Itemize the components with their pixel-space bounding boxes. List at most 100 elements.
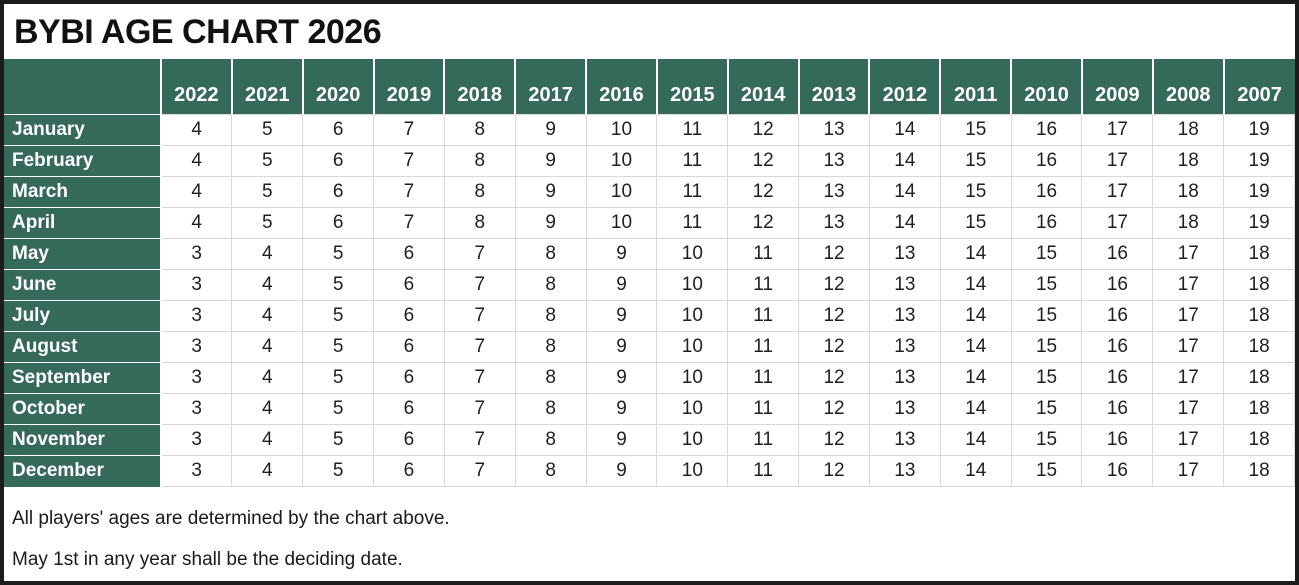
age-cell: 9: [585, 455, 658, 487]
age-cell: 9: [514, 176, 587, 208]
age-cell: 14: [939, 424, 1012, 456]
age-cell: 5: [302, 331, 375, 363]
age-cell: 12: [798, 300, 870, 332]
age-cell: 11: [656, 145, 729, 177]
age-cell: 19: [1223, 114, 1295, 146]
age-cell: 8: [443, 145, 516, 177]
age-cell: 8: [514, 455, 587, 487]
age-cell: 5: [302, 362, 375, 394]
age-cell: 6: [373, 455, 445, 487]
age-cell: 9: [585, 269, 658, 301]
age-cell: 15: [1010, 393, 1083, 425]
month-label-february: February: [4, 145, 162, 177]
age-cell: 10: [585, 145, 658, 177]
age-cell: 4: [231, 393, 304, 425]
age-cell: 12: [727, 207, 800, 239]
age-cell: 8: [514, 331, 587, 363]
age-cell: 11: [727, 393, 800, 425]
age-cell: 18: [1223, 238, 1295, 270]
age-cell: 5: [302, 424, 375, 456]
age-cell: 6: [373, 331, 445, 363]
age-cell: 16: [1081, 424, 1154, 456]
age-cell: 9: [514, 145, 587, 177]
age-cell: 12: [798, 238, 870, 270]
age-cell: 9: [585, 331, 658, 363]
age-cell: 4: [231, 269, 304, 301]
page-title: BYBI AGE CHART 2026: [14, 13, 382, 51]
age-cell: 7: [373, 176, 445, 208]
age-cell: 6: [302, 114, 375, 146]
age-cell: 8: [443, 114, 516, 146]
age-cell: 6: [373, 300, 445, 332]
table-row-december: December 3 4 5 6 7 8 9 10 11 12 13 14 15 16 17 18: [4, 455, 1295, 487]
age-cell: 12: [727, 114, 800, 146]
age-cell: 9: [514, 114, 587, 146]
age-cell: 17: [1152, 362, 1225, 394]
age-cell: 14: [868, 114, 941, 146]
age-cell: 7: [443, 455, 516, 487]
age-cell: 4: [160, 114, 233, 146]
year-header-2019: 2019: [372, 59, 445, 115]
age-cell: 8: [443, 176, 516, 208]
age-cell: 17: [1152, 393, 1225, 425]
age-cell: 11: [727, 331, 800, 363]
age-cell: 14: [939, 362, 1012, 394]
age-cell: 13: [868, 424, 941, 456]
age-cell: 3: [160, 269, 233, 301]
month-label-january: January: [4, 114, 162, 146]
age-cell: 12: [798, 424, 870, 456]
age-cell: 17: [1152, 238, 1225, 270]
age-cell: 15: [939, 145, 1012, 177]
age-cell: 11: [727, 362, 800, 394]
age-cell: 18: [1223, 331, 1295, 363]
age-cell: 6: [302, 176, 375, 208]
age-cell: 14: [939, 269, 1012, 301]
age-cell: 10: [585, 207, 658, 239]
age-cell: 4: [231, 331, 304, 363]
age-cell: 18: [1152, 176, 1225, 208]
age-cell: 10: [656, 393, 729, 425]
age-cell: 14: [868, 145, 941, 177]
month-label-june: June: [4, 269, 162, 301]
age-cell: 15: [1010, 362, 1083, 394]
age-cell: 17: [1081, 176, 1154, 208]
age-cell: 3: [160, 393, 233, 425]
age-cell: 13: [868, 362, 941, 394]
age-cell: 9: [585, 362, 658, 394]
age-cell: 18: [1223, 424, 1295, 456]
age-cell: 10: [656, 300, 729, 332]
age-cell: 18: [1152, 114, 1225, 146]
age-cell: 16: [1081, 362, 1154, 394]
age-cell: 11: [656, 176, 729, 208]
age-cell: 3: [160, 238, 233, 270]
table-head: 2022 2021 2020 2019 2018 2017 2016 2015 2014 2013…: [4, 59, 1295, 115]
age-cell: 10: [656, 424, 729, 456]
age-cell: 17: [1081, 145, 1154, 177]
age-cell: 4: [231, 300, 304, 332]
year-header-2018: 2018: [443, 59, 516, 115]
age-cell: 6: [373, 424, 445, 456]
age-cell: 9: [585, 300, 658, 332]
age-cell: 7: [443, 238, 516, 270]
age-cell: 6: [373, 393, 445, 425]
age-cell: 18: [1223, 455, 1295, 487]
month-label-october: October: [4, 393, 162, 425]
age-cell: 16: [1081, 331, 1154, 363]
age-cell: 8: [443, 207, 516, 239]
footer-notes: All players' ages are determined by the …: [4, 487, 1295, 572]
table-row-may: May 3 4 5 6 7 8 9 10 11 12 13 14 15 16 17 18: [4, 238, 1295, 270]
age-cell: 15: [1010, 300, 1083, 332]
age-cell: 18: [1223, 362, 1295, 394]
age-cell: 12: [798, 269, 870, 301]
age-cell: 14: [939, 455, 1012, 487]
year-header-row: 2022 2021 2020 2019 2018 2017 2016 2015 2014 2013…: [4, 59, 1295, 115]
age-cell: 7: [443, 269, 516, 301]
age-cell: 7: [443, 362, 516, 394]
age-cell: 12: [727, 176, 800, 208]
note-ages-determined: All players' ages are determined by the …: [12, 508, 450, 529]
age-cell: 13: [868, 393, 941, 425]
age-cell: 19: [1223, 176, 1295, 208]
age-cell: 5: [302, 455, 375, 487]
year-header-2017: 2017: [514, 59, 587, 115]
age-cell: 14: [939, 331, 1012, 363]
